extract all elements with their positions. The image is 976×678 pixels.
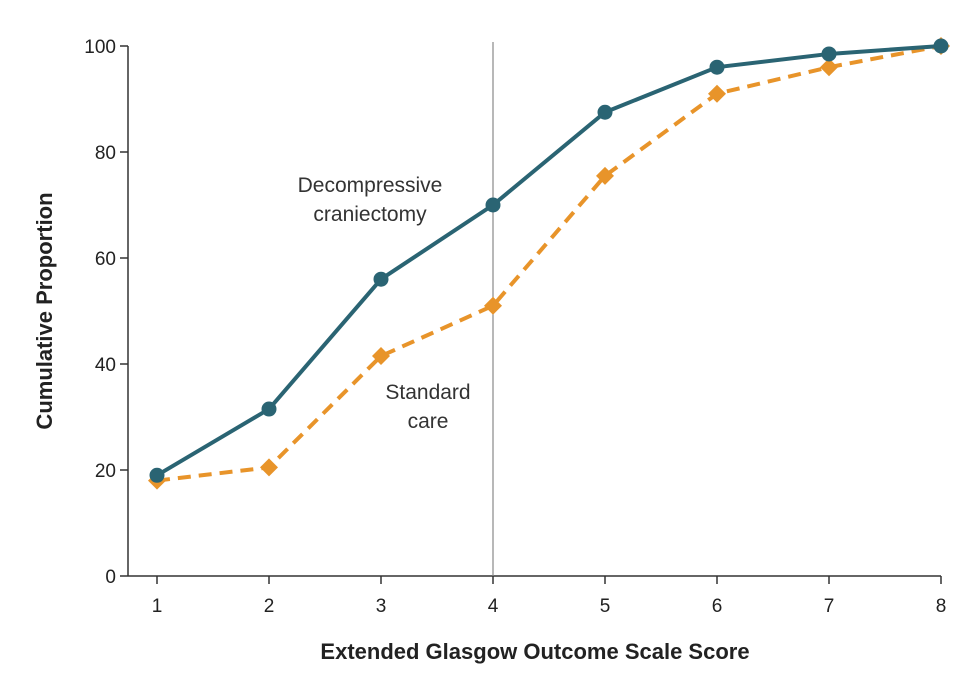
data-point-circle [821, 46, 837, 62]
x-axis-title: Extended Glasgow Outcome Scale Score [320, 639, 749, 664]
series-line [155, 44, 942, 478]
series-annotation: Standard care [385, 381, 470, 433]
y-tick-label: 20 [95, 461, 116, 482]
series-line [156, 44, 942, 483]
data-point-diamond [596, 166, 614, 185]
x-tick-label: 1 [152, 596, 163, 617]
series-annotation-line: Standard [385, 381, 470, 404]
data-point-circle [261, 401, 277, 417]
y-axis: 0 20 40 60 80 100 [84, 37, 129, 588]
data-point-circle [485, 197, 501, 213]
y-tick-label: 40 [95, 355, 116, 376]
series-annotation: Decompressive craniectomy [298, 174, 443, 226]
data-point-diamond [260, 458, 278, 477]
data-point-circle [933, 38, 949, 54]
series-annotation-line: care [408, 410, 449, 433]
series-decompressive-craniectomy [149, 38, 949, 483]
series-annotation-line: Decompressive [298, 174, 443, 197]
y-axis-title: Cumulative Proportion [32, 192, 57, 429]
data-point-diamond [708, 84, 726, 103]
x-axis: 1 2 3 4 5 6 7 8 [128, 575, 947, 617]
data-point-diamond [820, 58, 838, 77]
y-tick-label: 0 [105, 567, 116, 588]
x-tick-label: 3 [376, 596, 387, 617]
data-point-circle [149, 467, 165, 483]
data-point-diamond [372, 347, 390, 366]
data-point-circle [597, 104, 613, 120]
y-tick-label: 60 [95, 249, 116, 270]
y-tick-label: 100 [84, 37, 116, 58]
series-annotation-line: craniectomy [313, 203, 427, 226]
y-tick-label: 80 [95, 143, 116, 164]
data-point-circle [709, 59, 725, 75]
x-tick-label: 4 [488, 596, 499, 617]
x-tick-label: 7 [824, 596, 835, 617]
x-tick-label: 6 [712, 596, 723, 617]
x-tick-label: 2 [264, 596, 275, 617]
x-tick-label: 5 [600, 596, 611, 617]
x-tick-label: 8 [936, 596, 947, 617]
data-point-diamond [484, 296, 502, 315]
series-standard-care [148, 37, 950, 490]
data-point-circle [373, 271, 389, 287]
